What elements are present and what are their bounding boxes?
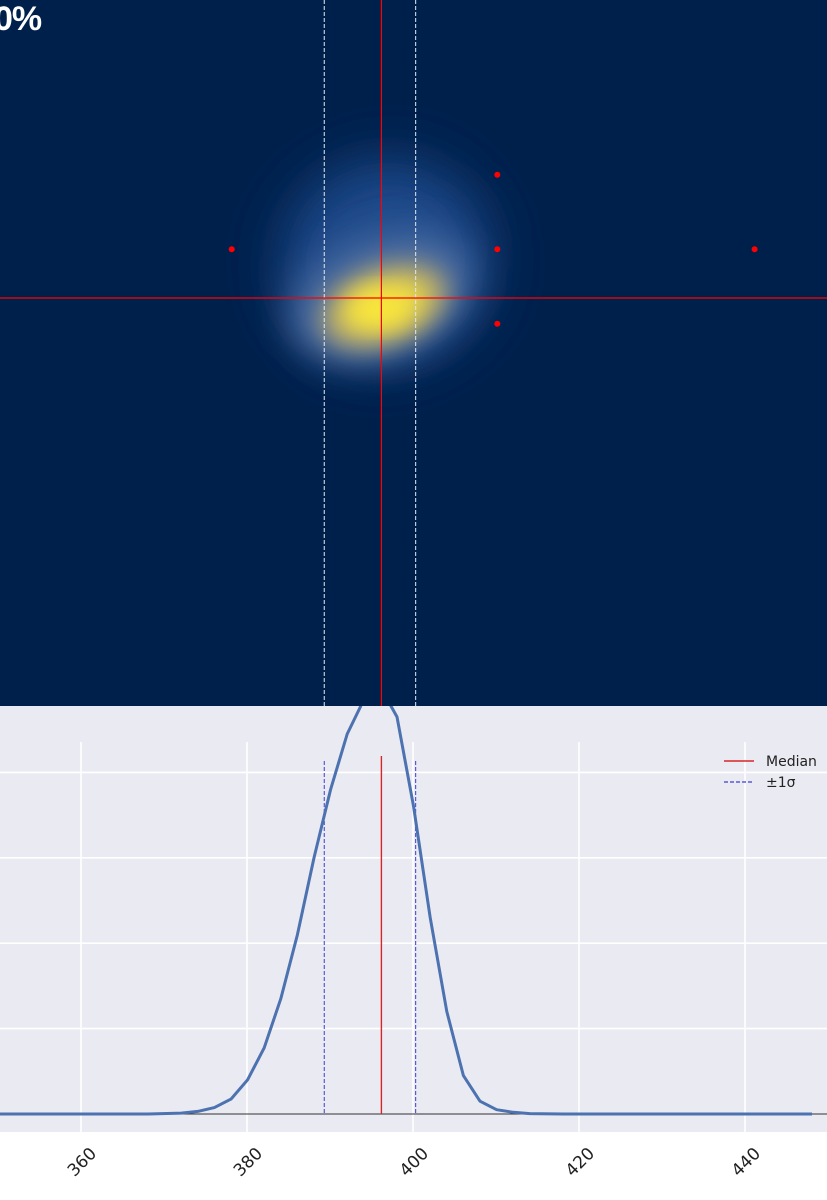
marker-2	[228, 246, 235, 253]
heatmap-blob	[281, 160, 490, 363]
profile-curve	[0, 706, 812, 1116]
legend: Median ±1σ	[724, 754, 817, 791]
percent-label: 0%	[0, 0, 42, 38]
heatmap-peak	[352, 292, 409, 324]
x-grid	[80, 742, 746, 1132]
marker-4	[751, 246, 758, 253]
x-tick-label-380: 380	[230, 1144, 267, 1181]
legend-label-2: ±1σ	[766, 775, 796, 791]
legend-label-1: Median	[766, 754, 817, 770]
profile-panel: 360 380 400 420 440 Median ±1σ	[0, 706, 827, 1200]
x-tick-labels: 360 380 400 420 440	[64, 1144, 765, 1181]
x-tick-label-400: 400	[396, 1144, 433, 1181]
marker-3	[494, 246, 501, 253]
x-tick-label-420: 420	[562, 1144, 599, 1181]
marker-5	[494, 320, 501, 327]
heatmap-plot	[0, 0, 827, 706]
x-tick-label-360: 360	[64, 1144, 101, 1181]
x-tick-label-440: 440	[728, 1144, 765, 1181]
heatmap-panel: 0%	[0, 0, 827, 706]
marker-1	[494, 171, 501, 178]
profile-plot: 360 380 400 420 440 Median ±1σ	[0, 706, 827, 1181]
